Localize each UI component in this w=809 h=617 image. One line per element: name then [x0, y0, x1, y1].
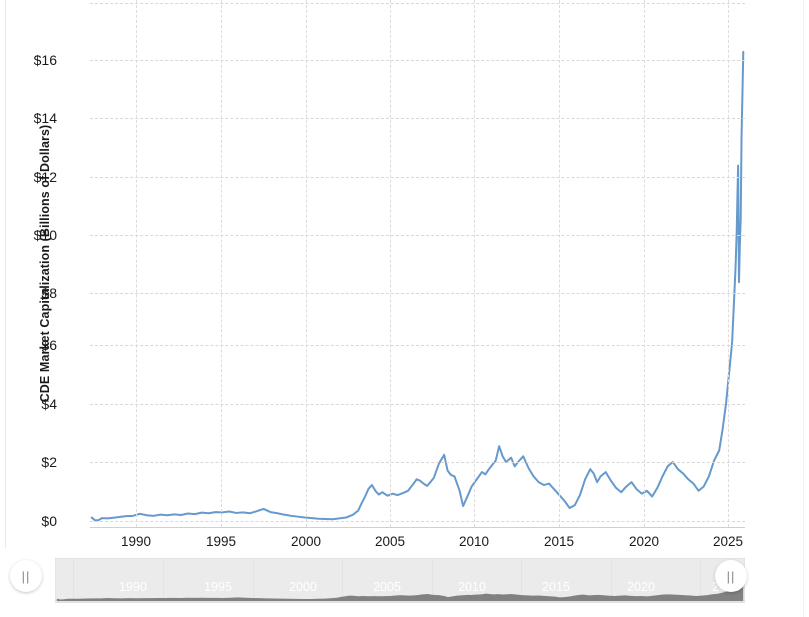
gridline-vertical: [644, 0, 645, 527]
x-tick-label-1995: 1995: [205, 534, 237, 549]
navigator-tick-2000: 2000: [289, 580, 317, 594]
gridline-horizontal: [90, 235, 745, 236]
navigator-tick-2005: 2005: [373, 580, 401, 594]
x-tick-label-2000: 2000: [290, 534, 322, 549]
plot-area: [90, 0, 745, 528]
navigator-area-series: [56, 584, 744, 602]
y-tick-label-6: $6: [41, 337, 57, 353]
x-tick-label-2010: 2010: [458, 534, 490, 549]
gridline-horizontal: [90, 177, 745, 178]
navigator-gridline: [253, 558, 254, 602]
page-right-border: [803, 0, 804, 617]
navigator-tick-1995: 1995: [204, 580, 232, 594]
y-tick-label-4: $4: [41, 396, 57, 412]
gridline-horizontal: [90, 345, 745, 346]
gridline-horizontal: [90, 521, 745, 522]
navigator-right-handle[interactable]: ||: [715, 560, 747, 592]
range-navigator[interactable]: 1990 1995 2000 2005 2010 2015 2020 2025 …: [10, 558, 747, 603]
gridline-vertical: [390, 0, 391, 527]
grip-icon: ||: [21, 568, 31, 584]
navigator-gridline: [521, 558, 522, 602]
navigator-gridline: [73, 558, 74, 602]
y-tick-label-2: $2: [41, 454, 57, 470]
gridline-vertical: [728, 0, 729, 527]
navigator-gridline: [432, 558, 433, 602]
gridline-horizontal: [90, 462, 745, 463]
y-tick-label-14: $14: [33, 110, 57, 126]
gridline-horizontal: [90, 404, 745, 405]
gridline-horizontal: [90, 60, 745, 61]
navigator-band[interactable]: [55, 558, 745, 602]
x-tick-label-2025: 2025: [712, 534, 744, 549]
gridline-horizontal: [90, 3, 745, 4]
gridline-vertical: [221, 0, 222, 527]
price-line-series: [90, 50, 745, 522]
gridline-vertical: [136, 0, 137, 527]
navigator-tick-2020: 2020: [627, 580, 655, 594]
page-left-border: [5, 0, 6, 548]
navigator-tick-2015: 2015: [542, 580, 570, 594]
x-tick-label-1990: 1990: [120, 534, 152, 549]
y-axis-title: CDE Market Capitalization (Billions of D…: [38, 124, 52, 403]
y-tick-label-10: $10: [33, 227, 57, 243]
x-axis-line: [90, 527, 745, 528]
x-tick-label-2015: 2015: [543, 534, 575, 549]
gridline-vertical: [559, 0, 560, 527]
y-tick-label-16: $16: [33, 52, 57, 68]
grip-icon: ||: [726, 568, 736, 584]
navigator-tick-2010: 2010: [458, 580, 486, 594]
gridline-vertical: [474, 0, 475, 527]
x-tick-label-2005: 2005: [374, 534, 406, 549]
navigator-gridline: [700, 558, 701, 602]
navigator-gridline: [611, 558, 612, 602]
y-tick-label-8: $8: [41, 285, 57, 301]
y-tick-label-0: $0: [41, 513, 57, 529]
gridline-horizontal: [90, 293, 745, 294]
gridline-vertical: [306, 0, 307, 527]
gridline-horizontal: [90, 118, 745, 119]
navigator-outline: [55, 558, 745, 602]
y-tick-label-12: $12: [33, 169, 57, 185]
navigator-tick-1990: 1990: [119, 580, 147, 594]
navigator-left-handle[interactable]: ||: [10, 560, 42, 592]
navigator-gridline: [163, 558, 164, 602]
x-tick-label-2020: 2020: [628, 534, 660, 549]
navigator-baseline: [55, 602, 745, 603]
navigator-gridline: [342, 558, 343, 602]
